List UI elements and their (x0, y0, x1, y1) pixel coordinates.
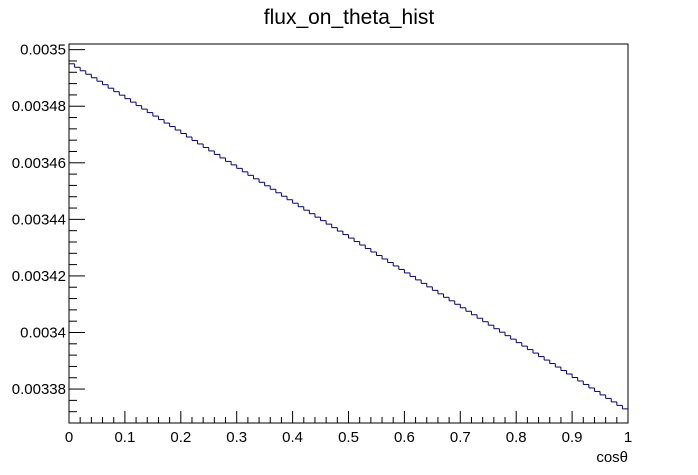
x-tick-label: 0.2 (170, 429, 191, 446)
y-axis: 0.00338 0.0034 0.00342 0.00344 0.00346 0.0034… (12, 42, 85, 424)
x-tick-label: 0.1 (114, 429, 135, 446)
x-tick-label: 0.6 (394, 429, 415, 446)
x-tick-label: 0.5 (338, 429, 359, 446)
chart-title: flux_on_theta_hist (264, 6, 435, 29)
x-tick-label: 0.4 (282, 429, 303, 446)
x-tick-label: 0.9 (562, 429, 583, 446)
x-tick-label: 0.3 (226, 429, 247, 446)
x-axis-label: cosθ (596, 449, 628, 466)
y-tick-label: 0.0035 (20, 42, 66, 59)
plot-area-border (68, 43, 629, 424)
x-tick-label: 0.7 (450, 429, 471, 446)
y-tick-label: 0.00346 (12, 155, 66, 172)
x-tick-label: 0.8 (506, 429, 527, 446)
y-tick-label: 0.00342 (12, 268, 66, 285)
y-tick-label: 0.00338 (12, 381, 66, 398)
y-tick-label: 0.00348 (12, 98, 66, 115)
x-axis: 0 0.1 0.2 0.3 0.4 0.5 0.6 0.7 0.8 0.9 1 (65, 411, 632, 446)
y-tick-label: 0.00344 (12, 211, 66, 228)
histogram-series (69, 63, 628, 410)
x-tick-label: 0 (65, 429, 73, 446)
y-tick-label: 0.0034 (20, 324, 66, 341)
x-tick-label: 1 (624, 429, 632, 446)
plot-frame (68, 43, 629, 424)
